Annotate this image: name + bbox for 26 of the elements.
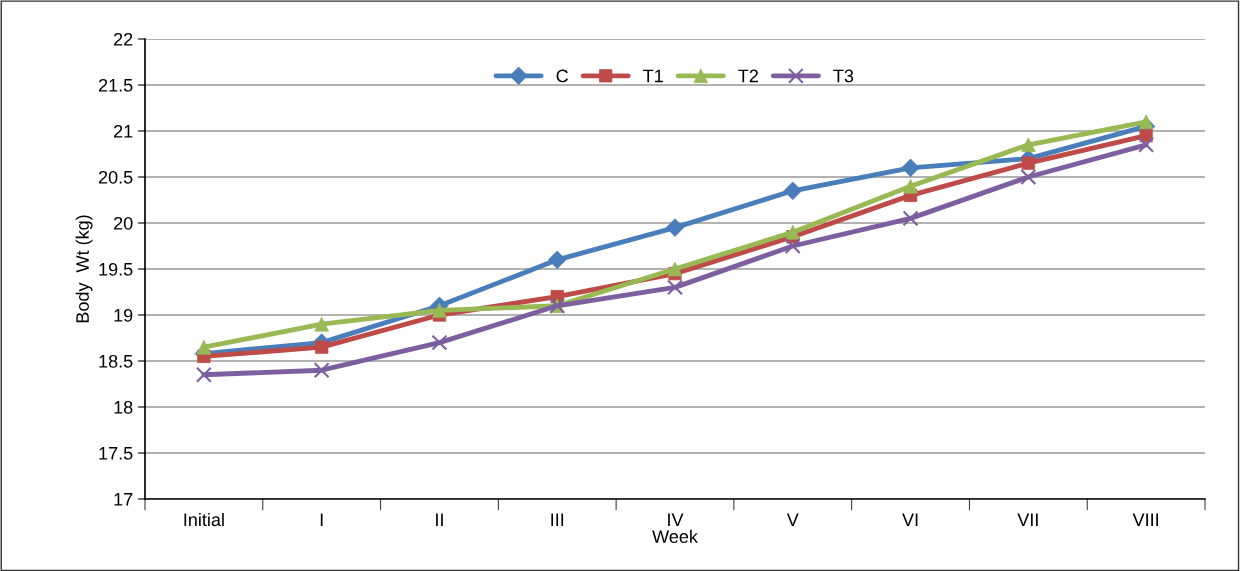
y-tick-label: 17 (114, 493, 133, 506)
y-tick-label: 18 (114, 400, 133, 414)
x-axis-title: Week (652, 529, 698, 543)
x-tick-label: III (551, 513, 564, 526)
legend-label: T1 (643, 69, 663, 83)
x-tick-label: VII (1017, 513, 1038, 526)
x-tick-label: IV (668, 513, 684, 526)
legend-label: C (556, 69, 568, 83)
x-tick-label: VIII (1132, 513, 1158, 526)
y-axis-title: Body Wt (kg) (75, 215, 93, 323)
x-tick-label: II (436, 513, 443, 526)
y-tick-label: 20 (114, 216, 133, 230)
y-tick-label: 20.5 (98, 170, 133, 184)
x-tick-label: VI (902, 513, 918, 526)
y-tick-label: 18.5 (99, 354, 133, 368)
y-tick-label: 17.5 (99, 447, 133, 460)
y-tick-label: 21 (114, 124, 133, 138)
legend-label: T2 (738, 69, 758, 83)
x-tick-label: Initial (184, 512, 224, 527)
y-tick-label: 21.5 (98, 78, 133, 92)
y-tick-label: 19 (114, 308, 133, 322)
x-tick-label: V (786, 513, 799, 526)
x-tick-label: I (320, 513, 323, 526)
y-tick-label: 22 (114, 32, 133, 46)
y-tick-label: 19.5 (99, 262, 133, 276)
legend-label: T3 (833, 69, 854, 83)
